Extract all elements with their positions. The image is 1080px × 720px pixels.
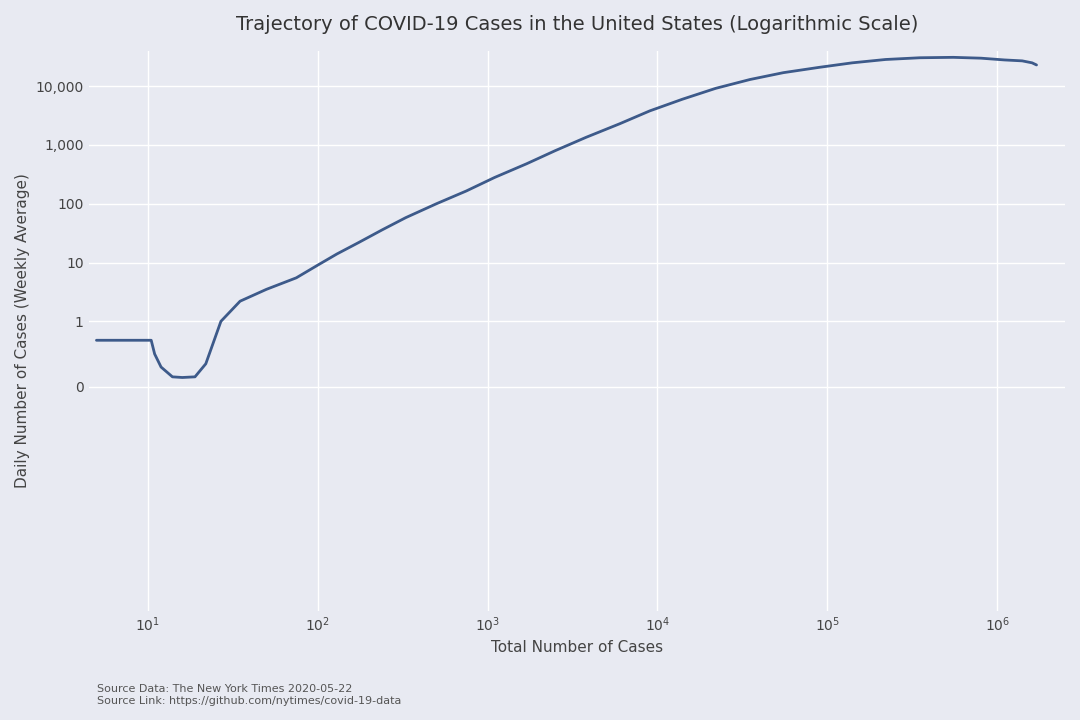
- Title: Trajectory of COVID-19 Cases in the United States (Logarithmic Scale): Trajectory of COVID-19 Cases in the Unit…: [235, 15, 918, 34]
- Text: Source Data: The New York Times 2020-05-22
Source Link: https://github.com/nytim: Source Data: The New York Times 2020-05-…: [97, 684, 402, 706]
- X-axis label: Total Number of Cases: Total Number of Cases: [490, 639, 663, 654]
- Y-axis label: Daily Number of Cases (Weekly Average): Daily Number of Cases (Weekly Average): [15, 174, 30, 488]
